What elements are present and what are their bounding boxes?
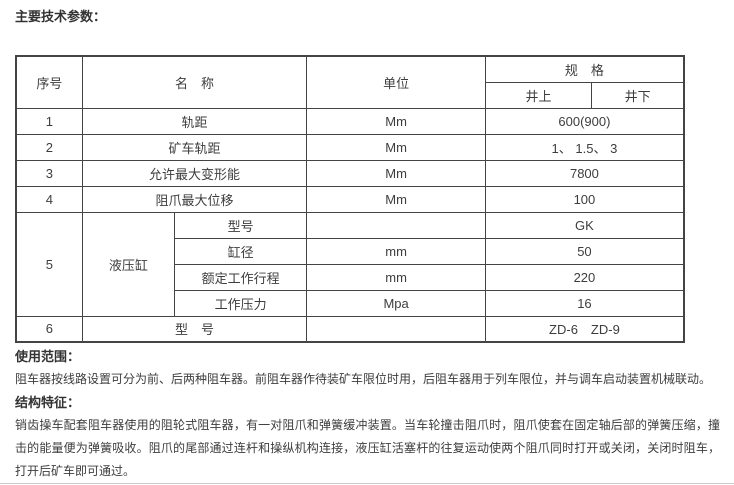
table-row: 4 阻爪最大位移 Mm 100 <box>15 185 685 213</box>
page-title: 主要技术参数： <box>15 9 107 24</box>
cell-sub-name: 型号 <box>173 211 308 239</box>
cell-spec: 600(900) <box>484 107 685 135</box>
table-row: 2 矿车轨距 Mm 1、 1.5、 3 <box>15 133 685 161</box>
cell-unit: Mpa <box>306 289 486 317</box>
header-cell-unit: 单位 <box>306 55 486 109</box>
bottom-divider <box>0 483 734 484</box>
cell-unit: Mm <box>306 133 486 161</box>
cell-unit: mm <box>306 237 486 265</box>
cell-spec: 7800 <box>484 159 685 187</box>
cell-name: 型 号 <box>81 315 308 343</box>
table-row: 缸径 mm 50 <box>16 237 685 265</box>
cell-no: 4 <box>15 185 83 213</box>
cell-name: 阻爪最大位移 <box>81 185 308 213</box>
cell-spec: 100 <box>484 185 685 213</box>
cell-name: 轨距 <box>81 107 308 135</box>
header-row-2: 井上 井下 <box>16 81 685 109</box>
table-row: 1 轨距 Mm 600(900) <box>15 107 685 135</box>
cell-group-name: 液压缸 <box>81 211 175 317</box>
structure-features-heading: 结构特征： <box>15 395 81 410</box>
cell-spec: GK <box>484 211 685 239</box>
header-cell-spec-up: 井上 <box>484 81 593 109</box>
header-cell-spec: 规 格 <box>484 55 685 83</box>
cell-spec: 1、 1.5、 3 <box>484 133 685 161</box>
cell-no: 1 <box>15 107 83 135</box>
table-row: 6 型 号 ZD-6 ZD-9 <box>15 315 685 343</box>
usage-scope-heading: 使用范围： <box>15 349 81 364</box>
cell-unit: mm <box>306 263 486 291</box>
cell-sub-name: 工作压力 <box>173 289 308 317</box>
cell-no: 5 <box>15 211 83 317</box>
header-cell-name: 名 称 <box>81 55 308 109</box>
text-sections: 使用范围： 阻车器按线路设置可分为前、后两种阻车器。前阻车器作待装矿车限位时用，… <box>15 345 720 483</box>
table-row: 5 液压缸 型号 GK <box>15 211 685 317</box>
cell-spec: 50 <box>484 237 685 265</box>
params-table: 序号 名 称 单位 规 格 井上 井下 1 轨距 Mm 600(900) 2 矿… <box>15 55 685 343</box>
cell-unit <box>306 315 486 343</box>
cell-unit <box>306 211 486 239</box>
table-row: 工作压力 Mpa 16 <box>16 289 685 317</box>
structure-features-body: 销齿操车配套阻车器使用的阻轮式阻车器，有一对阻爪和弹簧缓冲装置。当车轮撞击阻爪时… <box>15 418 720 478</box>
cell-sub-name: 额定工作行程 <box>173 263 308 291</box>
cell-spec: 220 <box>484 263 685 291</box>
cell-spec: 16 <box>484 289 685 317</box>
cell-unit: Mm <box>306 159 486 187</box>
cell-sub-name: 缸径 <box>173 237 308 265</box>
cell-no: 3 <box>15 159 83 187</box>
header-cell-spec-down: 井下 <box>591 81 685 109</box>
cell-spec: ZD-6 ZD-9 <box>484 315 685 343</box>
header-row-1: 序号 名 称 单位 规 格 <box>15 55 685 109</box>
cell-no: 6 <box>15 315 83 343</box>
cell-name: 允许最大变形能 <box>81 159 308 187</box>
usage-scope-body: 阻车器按线路设置可分为前、后两种阻车器。前阻车器作待装矿车限位时用，后阻车器用于… <box>15 372 712 386</box>
table-row: 额定工作行程 mm 220 <box>16 263 685 291</box>
table-row: 3 允许最大变形能 Mm 7800 <box>15 159 685 187</box>
header-cell-no: 序号 <box>15 55 83 109</box>
cell-name: 矿车轨距 <box>81 133 308 161</box>
cell-unit: Mm <box>306 185 486 213</box>
cell-unit: Mm <box>306 107 486 135</box>
cell-no: 2 <box>15 133 83 161</box>
